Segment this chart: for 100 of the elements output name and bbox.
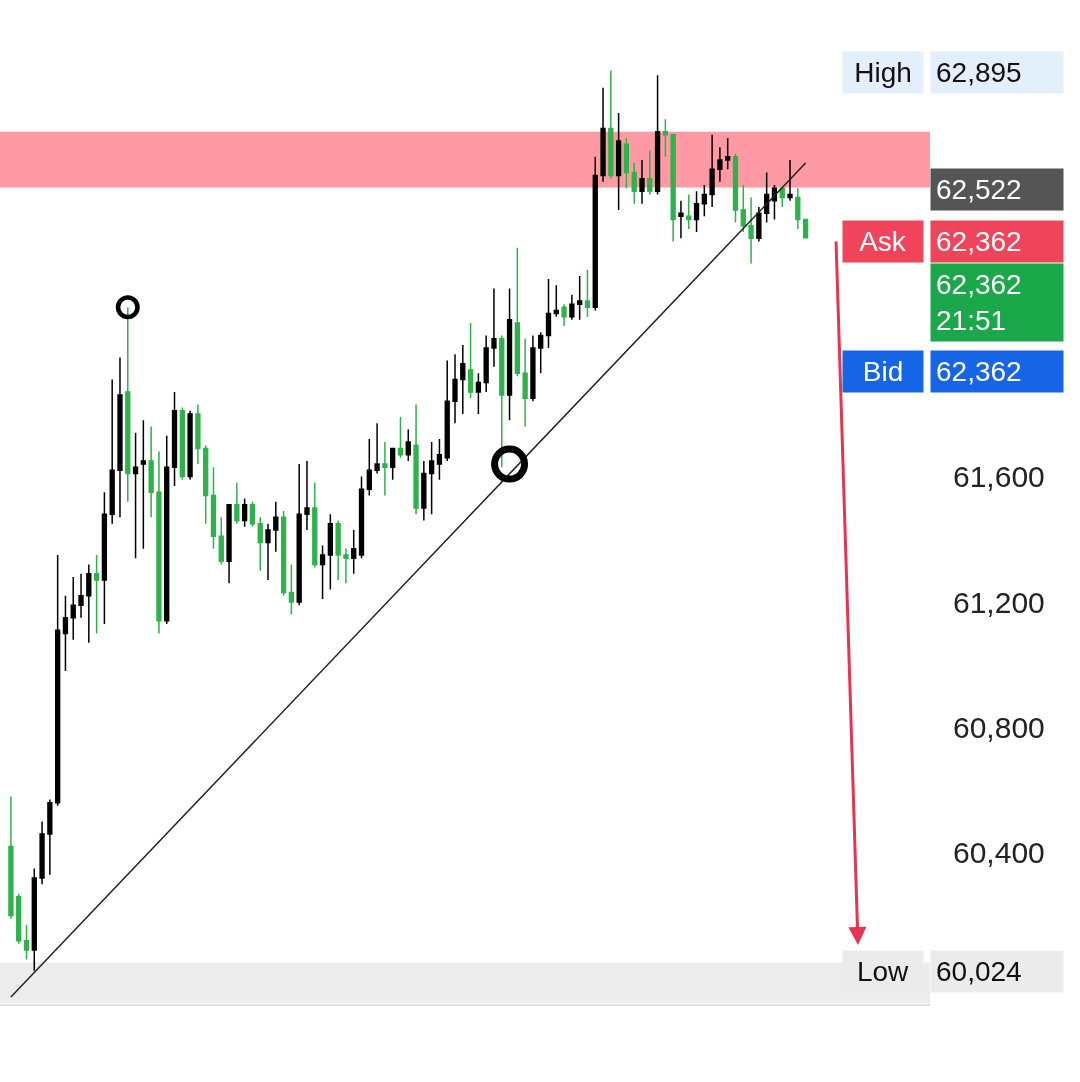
candlestick [499,334,505,468]
candlestick [55,554,61,807]
candlestick [397,416,404,459]
candlestick [304,460,310,531]
candlestick [234,482,240,525]
candlestick [312,482,318,569]
candlestick [584,268,591,318]
candlestick [203,444,209,525]
candlestick [577,275,583,321]
candlestick [740,184,746,233]
candlestick [522,337,528,428]
candlestick [156,450,162,635]
candlestick [280,510,287,597]
candlestick [16,892,22,945]
candlestick [764,171,770,224]
candlestick [405,428,411,462]
candlestick [288,563,295,616]
candlestick [101,491,108,625]
candlestick [319,544,326,600]
candlestick [452,353,458,425]
candlestick [366,438,372,497]
candlestick [31,867,37,972]
candlestick [93,554,100,635]
candlestick [686,193,692,230]
candlestick [257,516,263,572]
candlestick [374,422,380,475]
candlestick [327,513,334,591]
candlestick [265,522,271,581]
candlestick [623,137,630,189]
candlestick [717,146,723,183]
candlestick [421,460,427,522]
candlestick [647,149,653,196]
candlestick [662,118,669,158]
candlestick [23,924,30,961]
candlestick [226,504,232,584]
candlestick [483,334,489,393]
candlestick [132,431,139,559]
candlestick [553,284,559,318]
candlestick [506,287,513,421]
candlestick [428,441,435,515]
candlestick [600,87,606,183]
candlestick [62,595,69,672]
candlestick [701,184,707,218]
text: 62,362 21:51 [936,269,1022,337]
candlestick [654,74,661,196]
y-tick-label: 61,200 [953,585,1045,619]
text: 62,362 [936,226,1022,257]
candlestick [709,134,715,208]
candlestick [569,293,575,321]
text: 62,362 [936,356,1022,387]
candlestick [343,547,349,584]
candlestick [249,500,256,528]
candlestick [795,187,801,230]
candlestick [164,435,170,625]
candlestick [748,196,754,265]
candlestick [241,497,248,528]
text: Ask [859,226,907,257]
candlestick [491,287,497,368]
candlestick [8,795,14,920]
candlestick [210,466,217,550]
candlestick [78,573,84,619]
candlestick [382,441,388,497]
text: 62,522 [936,174,1022,205]
candlestick [47,798,53,876]
candlestick [670,134,676,243]
text: Bid [862,356,904,387]
candlestick [802,218,809,239]
candlestick [70,576,76,641]
y-tick-label: 61,600 [953,460,1045,494]
candlestick [530,334,536,403]
candlestick [296,463,302,606]
candlestick [615,112,622,211]
candlestick [218,516,224,566]
candlestick [39,820,45,885]
candlestick [639,159,645,205]
candlestick [187,410,193,481]
candlestick [436,438,443,481]
candlestick [195,403,201,465]
candlestick [179,406,185,481]
candlestick [148,425,154,519]
candlestick [413,403,419,515]
candlestick [273,500,279,553]
candlestick [592,156,598,312]
text: 62,895 [936,57,1022,88]
candlestick [608,69,614,180]
text: Low [856,956,910,987]
y-tick-label: 60,400 [953,836,1045,870]
candlestick [390,447,396,481]
candlestick [725,137,731,171]
candlestick [514,246,520,378]
candlestick [117,356,123,519]
candlestick [678,199,684,240]
text: High [854,57,912,88]
candlestick [444,359,450,462]
candlestick [756,206,762,243]
candlestick [335,519,341,581]
candlestick [732,152,739,224]
candlestick [561,303,567,327]
candlestick [538,331,544,374]
candlestick [467,322,474,399]
